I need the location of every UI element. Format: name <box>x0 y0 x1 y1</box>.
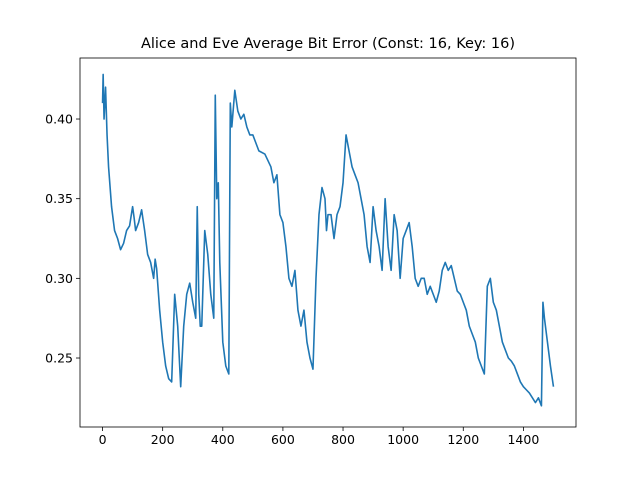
x-tick-label: 1400 <box>507 432 539 447</box>
y-tick-label: 0.40 <box>45 112 73 127</box>
chart-title: Alice and Eve Average Bit Error (Const: … <box>141 36 515 52</box>
line-series <box>101 73 555 407</box>
x-tick-label: 200 <box>151 432 175 447</box>
x-tick-label: 1200 <box>447 432 479 447</box>
x-tick-label: 800 <box>331 432 355 447</box>
x-tick-label: 400 <box>211 432 235 447</box>
y-tick-label: 0.30 <box>45 271 73 286</box>
x-tick-label: 600 <box>271 432 295 447</box>
x-tick-label: 1000 <box>387 432 419 447</box>
y-tick-label: 0.25 <box>45 351 73 366</box>
x-tick-label: 0 <box>99 432 107 447</box>
plot-frame <box>79 57 577 428</box>
y-tick-label: 0.35 <box>45 191 73 206</box>
